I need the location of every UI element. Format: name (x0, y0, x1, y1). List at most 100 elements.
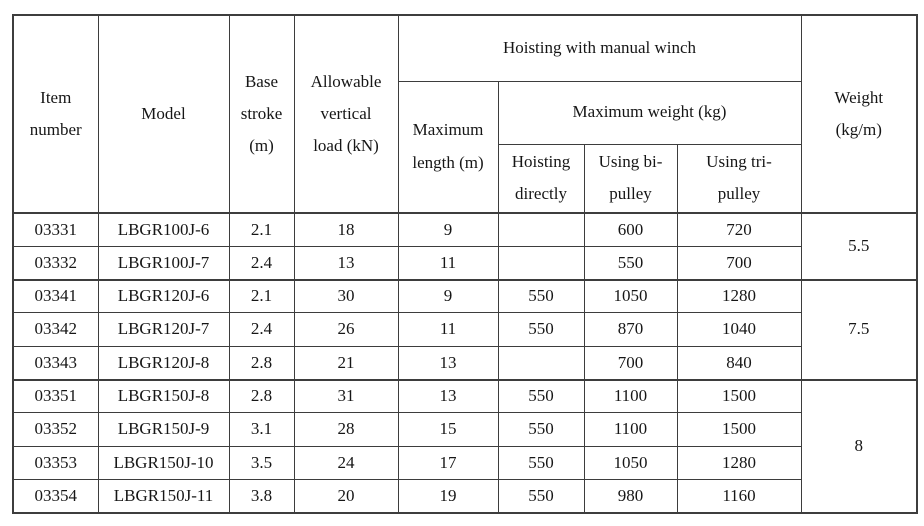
table-body: 03331 LBGR100J-6 2.1 18 9 600 720 5.5 03… (12, 211, 918, 514)
header-base-stroke: Base stroke (m) (228, 14, 295, 214)
cell-tri-pulley: 840 (676, 345, 802, 381)
cell-hoisting-directly: 550 (497, 278, 585, 314)
cell-max-length: 19 (397, 479, 499, 514)
cell-allowable-load: 26 (293, 312, 399, 347)
header-item-number: Item number (12, 14, 99, 214)
cell-tri-pulley: 1500 (676, 378, 802, 414)
cell-hoisting-directly: 550 (497, 412, 585, 447)
cell-weight-group: 8 (800, 378, 918, 514)
cell-tri-pulley: 720 (676, 211, 802, 247)
cell-tri-pulley: 1040 (676, 312, 802, 347)
cell-base-stroke: 2.4 (228, 312, 295, 347)
table-row: 03353 LBGR150J-10 3.5 24 17 550 1050 128… (12, 445, 917, 481)
header-using-bi-pulley: Using bi-pulley (583, 143, 678, 214)
cell-item-number: 03341 (12, 278, 99, 314)
cell-item-number: 03354 (12, 479, 99, 514)
table-row: 03341 LBGR120J-6 2.1 30 9 550 1050 1280 … (12, 278, 918, 381)
table-row: 03354 LBGR150J-11 3.8 20 19 550 980 1160 (12, 479, 917, 514)
cell-bi-pulley: 980 (583, 479, 678, 514)
cell-model: LBGR100J-7 (97, 245, 230, 281)
table-header: Item number Model Base stroke (m) Allowa… (12, 14, 918, 214)
cell-hoisting-directly: 550 (497, 312, 585, 347)
cell-hoisting-directly: 550 (497, 445, 585, 481)
cell-bi-pulley: 1100 (583, 412, 678, 447)
table-row: 03331 LBGR100J-6 2.1 18 9 600 720 5.5 (12, 211, 918, 281)
header-maximum-weight: Maximum weight (kg) (497, 80, 802, 145)
header-hoisting-with-manual-winch: Hoisting with manual winch (397, 14, 802, 82)
cell-tri-pulley: 700 (676, 245, 802, 281)
cell-model: LBGR150J-10 (97, 445, 230, 481)
header-using-tri-pulley: Using tri-pulley (676, 143, 802, 214)
cell-model: LBGR100J-6 (97, 211, 230, 247)
cell-max-length: 13 (397, 378, 499, 414)
cell-base-stroke: 3.1 (228, 412, 295, 447)
header-hoisting-directly: Hoisting directly (497, 143, 585, 214)
cell-allowable-load: 24 (293, 445, 399, 481)
cell-item-number: 03351 (12, 378, 99, 414)
cell-base-stroke: 3.8 (228, 479, 295, 514)
table-row: 03351 LBGR150J-8 2.8 31 13 550 1100 1500… (12, 378, 918, 514)
cell-max-length: 11 (397, 245, 499, 281)
header-row-3: Hoisting directly Using bi-pulley Using … (13, 143, 917, 214)
cell-bi-pulley: 870 (583, 312, 678, 347)
header-allowable-vertical-load: Allowable vertical load (kN) (293, 14, 399, 214)
cell-allowable-load: 20 (293, 479, 399, 514)
cell-base-stroke: 2.8 (228, 345, 295, 381)
spec-table: Item number Model Base stroke (m) Allowa… (12, 14, 918, 514)
cell-bi-pulley: 1050 (583, 278, 678, 314)
cell-hoisting-directly (497, 345, 585, 381)
cell-tri-pulley: 1280 (676, 445, 802, 481)
cell-item-number: 03332 (12, 245, 99, 281)
cell-max-length: 9 (397, 211, 499, 247)
cell-base-stroke: 2.4 (228, 245, 295, 281)
cell-model: LBGR150J-8 (97, 378, 230, 414)
cell-tri-pulley: 1500 (676, 412, 802, 447)
cell-bi-pulley: 600 (583, 211, 678, 247)
cell-model: LBGR120J-6 (97, 278, 230, 314)
cell-max-length: 13 (397, 345, 499, 381)
cell-max-length: 17 (397, 445, 499, 481)
table-row: 03343 LBGR120J-8 2.8 21 13 700 840 (12, 345, 917, 381)
header-row-2: Maximum length (m) Maximum weight (kg) (13, 80, 917, 214)
cell-weight-group: 5.5 (800, 212, 918, 281)
cell-tri-pulley: 1280 (676, 278, 802, 314)
cell-base-stroke: 3.5 (228, 445, 295, 481)
cell-base-stroke: 2.1 (228, 211, 295, 247)
cell-model: LBGR150J-9 (97, 412, 230, 447)
header-weight: Weight (kg/m) (800, 14, 918, 214)
table-row: 03342 LBGR120J-7 2.4 26 11 550 870 1040 (12, 312, 917, 347)
cell-hoisting-directly (497, 245, 585, 281)
cell-allowable-load: 30 (293, 278, 399, 314)
table-row: 03332 LBGR100J-7 2.4 13 11 550 700 (12, 245, 917, 281)
header-row-1: Item number Model Base stroke (m) Allowa… (12, 14, 918, 214)
cell-hoisting-directly: 550 (497, 479, 585, 514)
header-maximum-length: Maximum length (m) (397, 80, 499, 214)
cell-weight-group: 7.5 (800, 278, 918, 381)
cell-max-length: 11 (397, 312, 499, 347)
cell-hoisting-directly (497, 211, 585, 247)
cell-item-number: 03342 (12, 312, 99, 347)
cell-base-stroke: 2.8 (228, 378, 295, 414)
cell-item-number: 03353 (12, 445, 99, 481)
cell-bi-pulley: 1050 (583, 445, 678, 481)
cell-base-stroke: 2.1 (228, 278, 295, 314)
cell-item-number: 03352 (12, 412, 99, 447)
cell-max-length: 9 (397, 278, 499, 314)
cell-allowable-load: 31 (293, 378, 399, 414)
cell-allowable-load: 28 (293, 412, 399, 447)
cell-item-number: 03343 (12, 345, 99, 381)
spec-table-container: Item number Model Base stroke (m) Allowa… (12, 14, 918, 514)
cell-hoisting-directly: 550 (497, 378, 585, 414)
cell-allowable-load: 18 (293, 211, 399, 247)
cell-bi-pulley: 1100 (583, 378, 678, 414)
cell-model: LBGR150J-11 (97, 479, 230, 514)
cell-tri-pulley: 1160 (676, 479, 802, 514)
cell-max-length: 15 (397, 412, 499, 447)
header-model: Model (97, 14, 230, 214)
table-row: 03352 LBGR150J-9 3.1 28 15 550 1100 1500 (12, 412, 917, 447)
cell-allowable-load: 21 (293, 345, 399, 381)
cell-item-number: 03331 (12, 211, 99, 247)
cell-allowable-load: 13 (293, 245, 399, 281)
cell-model: LBGR120J-8 (97, 345, 230, 381)
cell-bi-pulley: 700 (583, 345, 678, 381)
